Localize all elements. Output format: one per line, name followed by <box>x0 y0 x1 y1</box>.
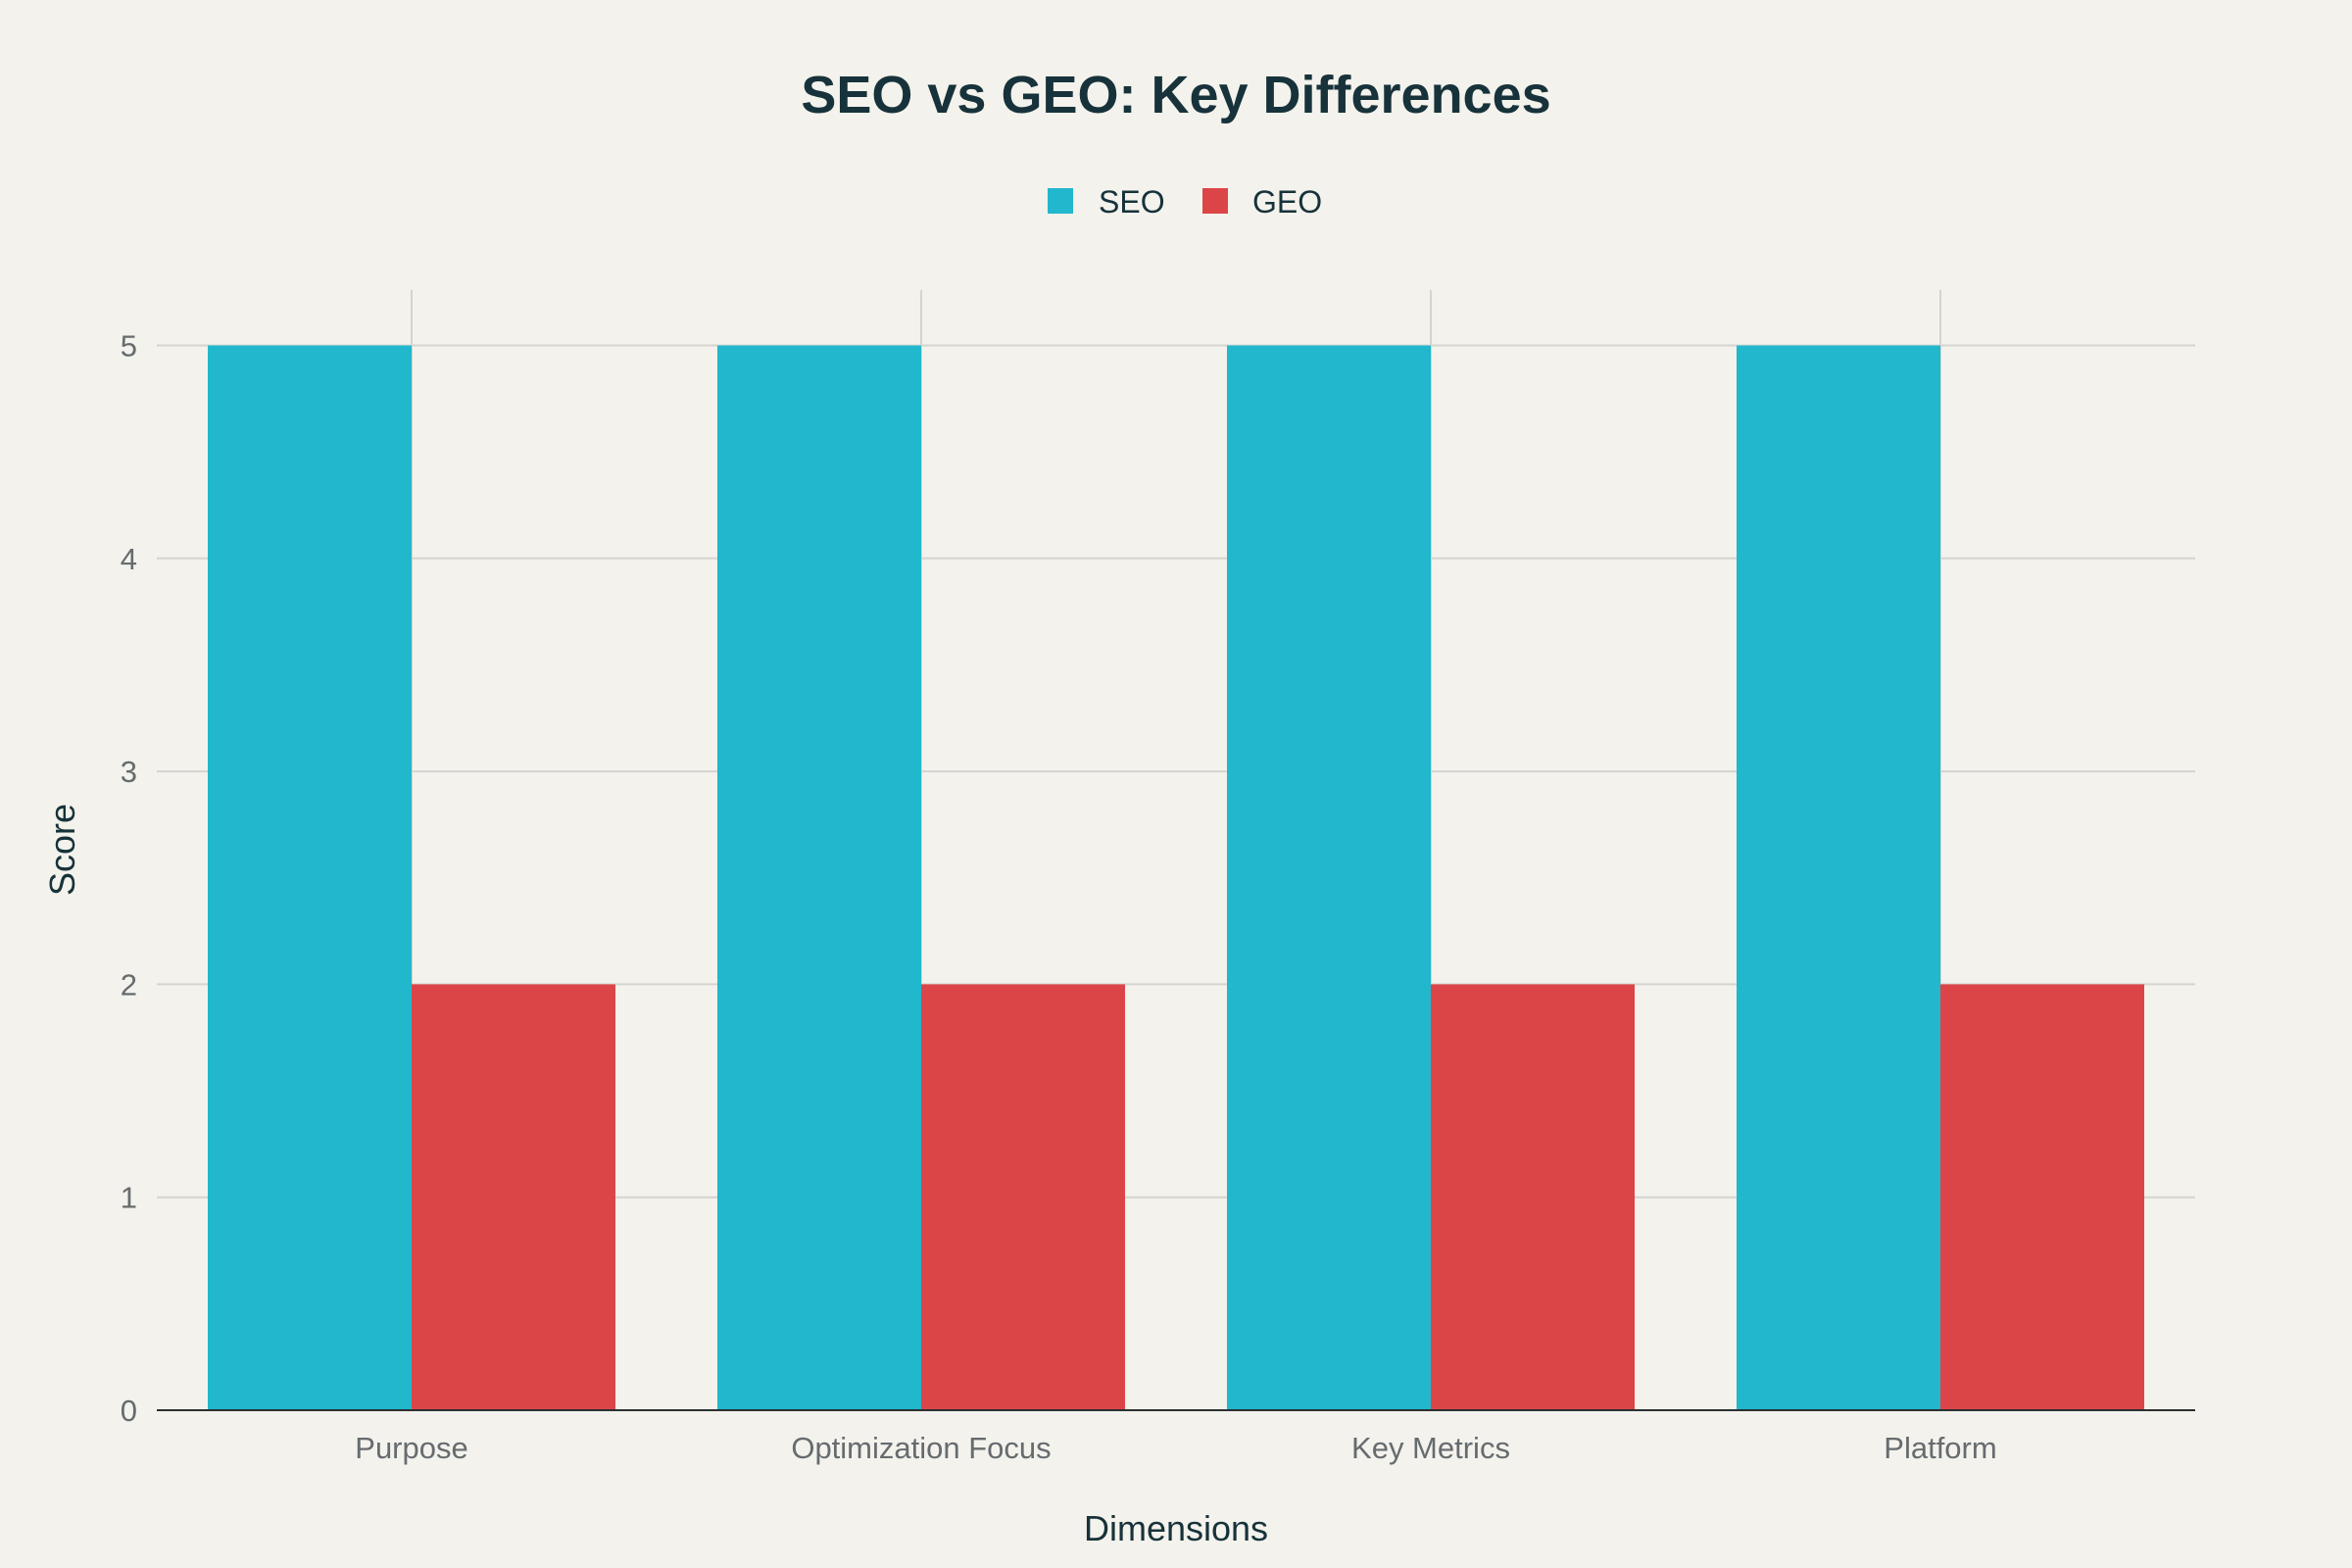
bar-geo-key-metrics <box>1431 984 1635 1410</box>
y-tick-label: 4 <box>121 542 137 576</box>
x-axis-title: Dimensions <box>1084 1508 1268 1548</box>
y-axis-ticks: 0 1 2 3 4 5 <box>121 328 137 1428</box>
legend-label-geo: GEO <box>1252 184 1322 220</box>
y-axis-title: Score <box>42 804 82 896</box>
y-tick-label: 0 <box>121 1394 137 1428</box>
x-axis-ticks: Purpose Optimization Focus Key Metrics Plat… <box>355 1431 1996 1465</box>
x-tick-label: Platform <box>1884 1431 1996 1465</box>
y-tick-label: 2 <box>121 967 137 1002</box>
bar-geo-purpose <box>412 984 615 1410</box>
bar-seo-key-metrics <box>1227 345 1431 1411</box>
y-tick-label: 3 <box>121 755 137 789</box>
x-tick-label: Purpose <box>355 1431 467 1465</box>
y-tick-label: 1 <box>121 1181 137 1215</box>
bar-geo-optimization-focus <box>921 984 1125 1410</box>
chart-title: SEO vs GEO: Key Differences <box>801 66 1550 124</box>
bar-geo-platform <box>1940 984 2144 1410</box>
bar-seo-platform <box>1737 345 1940 1411</box>
bar-seo-purpose <box>208 345 412 1411</box>
y-tick-label: 5 <box>121 328 137 363</box>
x-tick-label: Optimization Focus <box>791 1431 1051 1465</box>
legend-swatch-seo <box>1048 188 1073 214</box>
legend-label-seo: SEO <box>1099 184 1165 220</box>
bars <box>208 345 2144 1411</box>
x-tick-label: Key Metrics <box>1351 1431 1510 1465</box>
bar-seo-optimization-focus <box>717 345 921 1411</box>
legend-swatch-geo <box>1202 188 1228 214</box>
legend: SEO GEO <box>1048 184 1322 220</box>
